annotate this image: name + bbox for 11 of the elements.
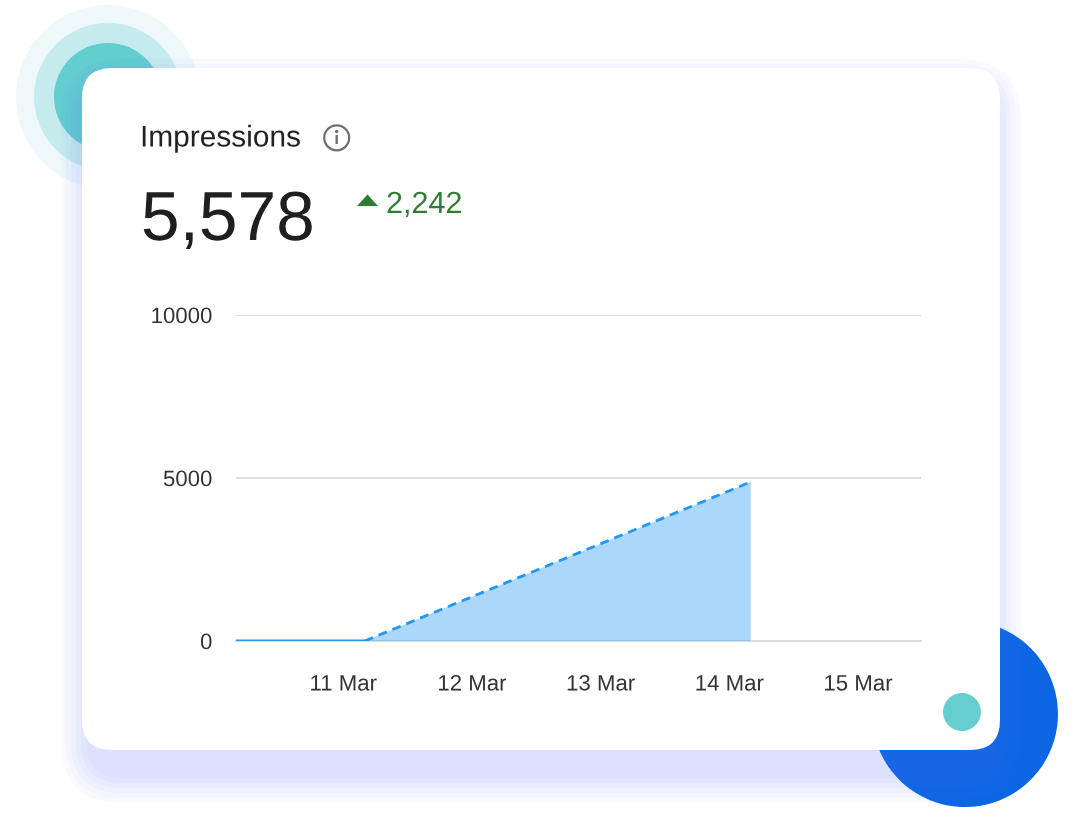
y-tick-label: 0 <box>200 633 212 650</box>
y-tick-label: 5000 <box>163 470 212 487</box>
x-tick-label: 13 Mar <box>567 674 635 691</box>
text: 2,242 <box>387 191 461 217</box>
x-tick-label: 15 Mar <box>825 675 893 691</box>
x-tick-label: 14 Mar <box>696 675 764 691</box>
x-tick-label: 12 Mar <box>439 674 507 691</box>
chart-title: Impressions <box>142 124 300 153</box>
text: 5,578 <box>143 191 312 249</box>
y-tick-label: 10000 <box>152 307 212 324</box>
x-tick-label: 11 Mar <box>311 675 377 691</box>
